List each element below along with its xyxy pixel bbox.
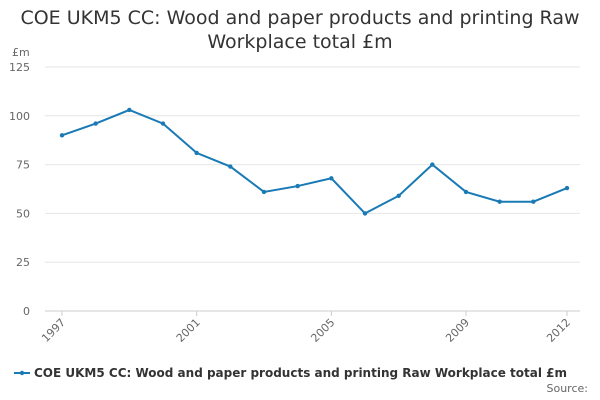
chart-title: COE UKM5 CC: Wood and paper products and… <box>20 7 580 53</box>
point <box>127 107 132 113</box>
y-tick-label: 25 <box>16 256 30 269</box>
source: Source: <box>547 382 589 395</box>
point <box>497 199 502 204</box>
x-tick-label: 2009 <box>443 316 472 345</box>
x-tick-label: 2001 <box>174 316 203 345</box>
legend-marker <box>19 370 25 376</box>
point <box>396 193 401 199</box>
x-tick-label: 2012 <box>544 316 573 345</box>
y-tick-label: 50 <box>16 207 30 220</box>
point <box>295 183 300 189</box>
y-tick-label: 0 <box>23 305 30 318</box>
line <box>61 108 568 215</box>
point <box>194 150 199 156</box>
legend-label: COE UKM5 CC: Wood and paper products and… <box>34 366 567 380</box>
x-tick-label: 2005 <box>308 316 337 345</box>
x-tick-label: 1997 <box>39 316 68 345</box>
point <box>228 164 233 169</box>
y-tick-label: 100 <box>9 110 30 123</box>
y-axis-label: £m <box>12 46 30 59</box>
point <box>59 133 65 138</box>
y-tick-label: 125 <box>9 61 30 74</box>
point <box>531 199 536 204</box>
point <box>463 189 469 195</box>
point <box>93 121 98 126</box>
point <box>362 211 368 216</box>
point <box>329 176 334 181</box>
point <box>430 162 435 167</box>
point <box>261 189 267 195</box>
point <box>564 185 570 191</box>
y-tick-label: 75 <box>16 159 30 172</box>
point <box>160 121 166 126</box>
